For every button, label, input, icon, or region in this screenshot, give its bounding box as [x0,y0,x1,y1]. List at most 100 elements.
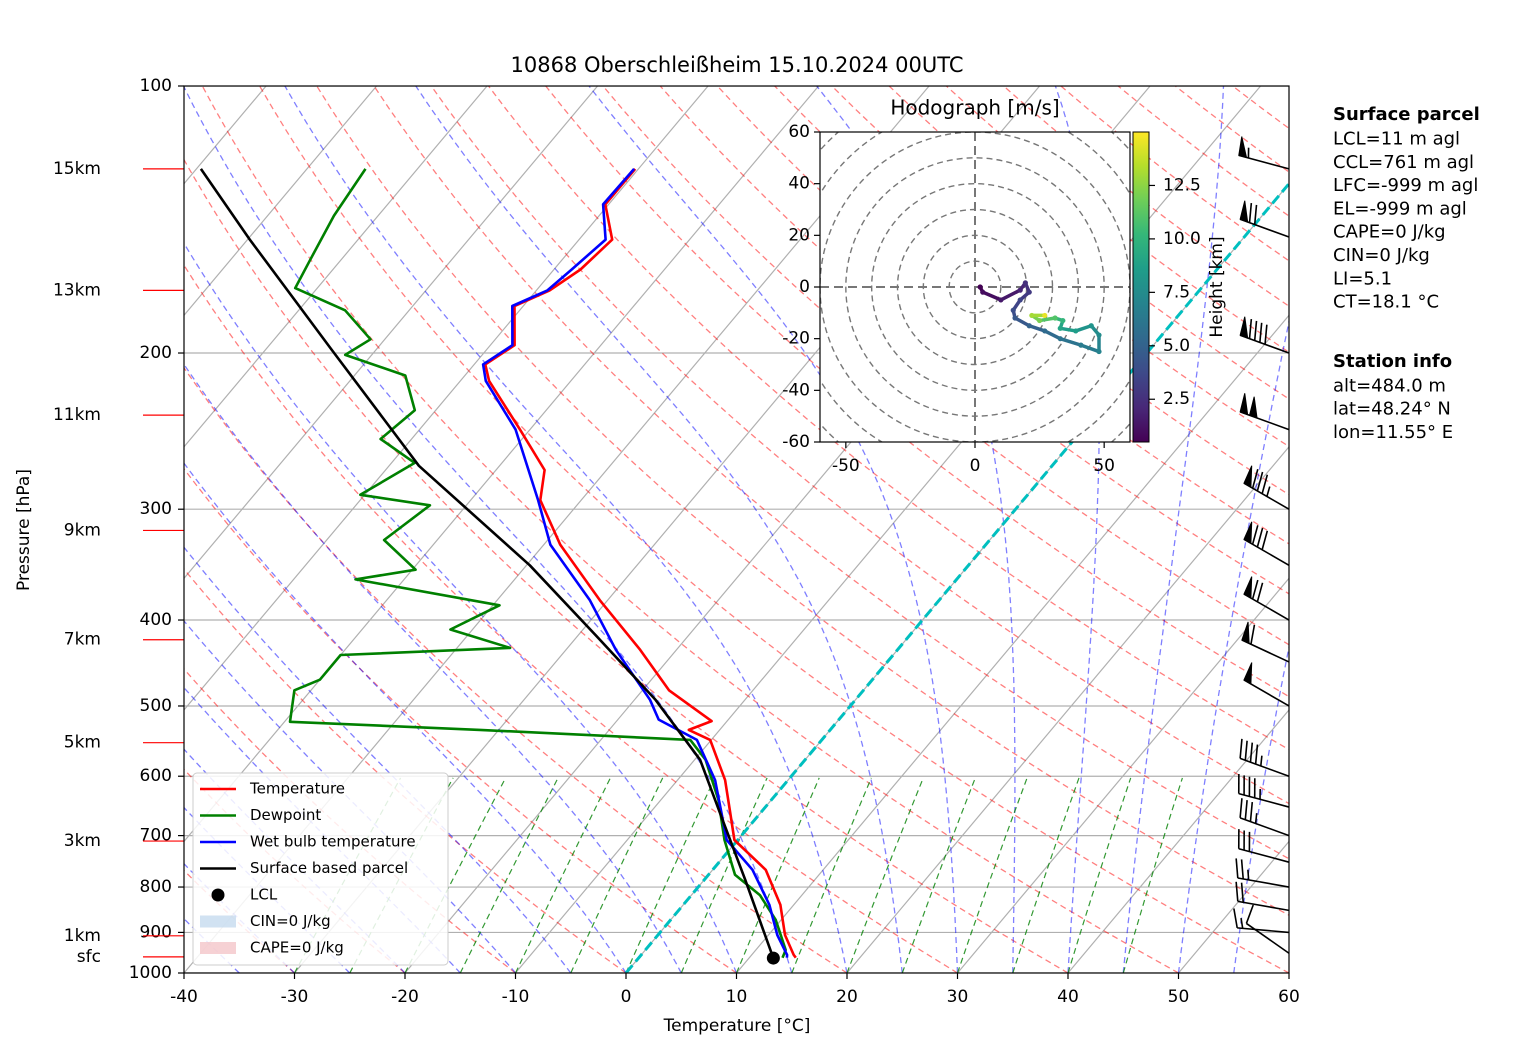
barb-half [1266,486,1271,497]
dry-adiabat [1003,86,1289,307]
x-tick-label: 30 [947,987,969,1007]
dry-adiabat [1060,86,1289,262]
barb-staff [1243,593,1290,621]
freezing-isotherm [624,181,1289,973]
dry-adiabat [487,86,1289,751]
hodograph-point [1042,312,1048,319]
barb-full [1253,204,1258,225]
barb-staff [1239,218,1290,238]
panel-heading: Station info [1333,351,1452,372]
mixing-ratio-line [680,777,768,973]
barb-full [1233,908,1238,929]
barb-full [1253,320,1258,341]
x-tick-label: -40 [170,987,198,1007]
barb-full [1256,471,1264,492]
barb-full [1264,324,1268,345]
y-tick-label: 40 [788,174,810,194]
barb-staff [1241,639,1290,663]
barb-full [1251,579,1259,600]
hodograph-point [980,289,986,295]
hodograph-segment [1043,329,1062,341]
hodograph-segment [981,290,1003,302]
isotherm [957,577,1289,973]
barb-full [1239,798,1243,818]
x-tick-label: 40 [1057,987,1079,1007]
barb-staff [1239,817,1290,837]
barb-staff [1237,877,1290,888]
height-label: 13km [53,280,101,300]
y-tick-label: 900 [140,922,172,942]
barb-full [1244,800,1248,820]
profile-line [199,168,775,959]
hodograph-point [1017,287,1023,293]
barb-staff [1239,411,1290,431]
wind-barb [1239,738,1290,777]
barb-full [1256,527,1264,548]
barb-flag [1243,465,1253,489]
barb-full [1251,469,1259,489]
barb-half [1247,869,1250,880]
legend-label: LCL [250,886,278,904]
dry-adiabat [184,467,737,973]
hodograph-point [1096,348,1102,355]
height-label: 11km [53,405,101,425]
hodograph-point [1073,328,1079,334]
y-tick-label: 400 [140,610,172,630]
hodograph-segment [1079,343,1101,354]
dry-adiabat [316,86,1289,916]
panel-line: CT=18.1 °C [1333,292,1439,313]
legend-label: Wet bulb temperature [250,833,416,851]
panel-line: LFC=-999 m agl [1333,175,1478,196]
barb-staff [1237,900,1290,912]
y-tick-label: 0 [799,277,810,297]
chart-title: 10868 Oberschleißheim 15.10.2024 00UTC [511,53,964,77]
barb-flag [1243,662,1253,685]
wind-barb [1233,908,1290,934]
barb-flag [1243,521,1253,545]
hodograph-point [1057,325,1063,331]
mixing-ratio-line [901,777,976,973]
hodograph-point [1010,307,1016,313]
y-tick-label: 700 [140,826,172,846]
barb-flag [1241,621,1250,645]
barb-full [1239,738,1243,759]
height-label: 9km [64,520,101,540]
isotherm [846,445,1289,973]
barb-full [1251,525,1259,545]
profile-line [481,168,789,958]
y-tick-label: -40 [782,380,810,400]
legend-swatch [211,888,225,902]
mixing-ratio-line [514,777,611,973]
mixing-ratio-line [791,777,872,973]
height-label: 1km [64,926,101,946]
barb-full [1249,801,1254,822]
x-tick-label: 20 [836,987,858,1007]
hodograph-point [1036,317,1043,324]
height-label: 3km [64,831,101,851]
moist-adiabat [415,86,903,973]
barb-full [1250,624,1256,645]
barb-half [1260,755,1263,767]
hodograph-point [1012,315,1018,321]
panel-line: LI=5.1 [1333,268,1392,289]
mixing-ratio-line [404,777,507,973]
mixing-ratio-line [735,777,820,973]
moist-adiabat [588,86,959,973]
mixing-ratio-line [1067,777,1132,973]
legend-label: Dewpoint [250,806,321,824]
moist-adiabat [184,363,682,973]
y-tick-label: 300 [140,499,172,519]
x-axis-label: Temperature [°C] [663,1016,811,1036]
legend-label: Surface based parcel [250,859,408,877]
moist-adiabat [184,686,461,973]
barb-staff [1238,847,1290,863]
wind-barb [1239,200,1290,238]
wind-barb [1235,858,1290,888]
barb-flag [1239,393,1249,416]
barb-full [1261,530,1269,550]
wind-barb [1239,393,1290,431]
y-tick-label: 60 [788,122,810,142]
hodograph-segment [1037,316,1057,323]
